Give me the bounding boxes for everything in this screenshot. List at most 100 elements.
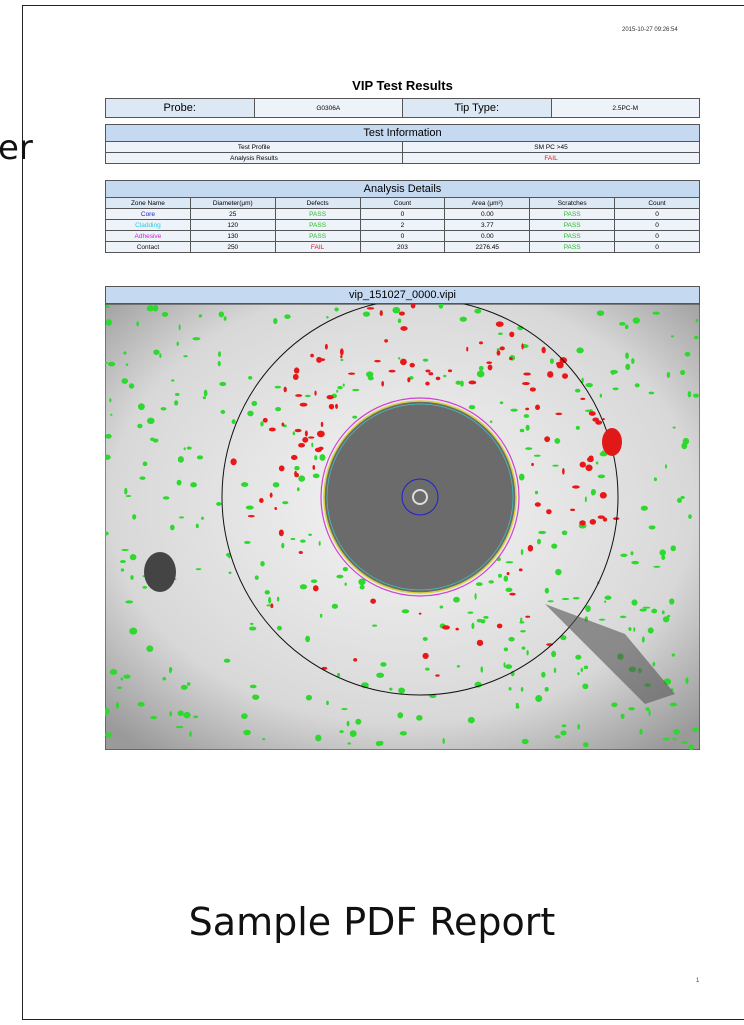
defect bbox=[397, 357, 401, 360]
defect bbox=[203, 389, 208, 397]
defect bbox=[487, 364, 493, 371]
defect bbox=[336, 672, 341, 678]
defect bbox=[634, 383, 640, 388]
defect bbox=[428, 372, 434, 376]
cell: Core bbox=[105, 208, 191, 220]
defect bbox=[499, 346, 505, 351]
defect bbox=[579, 461, 586, 468]
defect bbox=[248, 375, 253, 380]
defect bbox=[315, 734, 322, 742]
defect bbox=[335, 403, 339, 409]
defect bbox=[580, 397, 586, 401]
defect bbox=[400, 326, 408, 331]
defect bbox=[525, 447, 533, 451]
defect bbox=[519, 428, 525, 433]
defect bbox=[281, 542, 285, 549]
defect bbox=[439, 605, 444, 609]
defect bbox=[105, 433, 112, 439]
defect bbox=[641, 636, 645, 643]
defect bbox=[362, 311, 371, 317]
column-header: Count bbox=[614, 197, 700, 209]
defect bbox=[503, 575, 509, 582]
defect bbox=[366, 371, 374, 378]
defect bbox=[671, 653, 675, 657]
defect bbox=[249, 626, 257, 631]
defect bbox=[254, 575, 259, 580]
defect bbox=[316, 356, 323, 363]
defect bbox=[422, 637, 428, 641]
defect bbox=[259, 497, 264, 504]
tip-label: Tip Type: bbox=[402, 98, 552, 118]
defect bbox=[275, 407, 282, 412]
defect bbox=[307, 436, 315, 439]
defect bbox=[475, 582, 483, 586]
defect bbox=[326, 316, 329, 319]
analysis-table: Analysis Details Zone Name Diameter(µm) De… bbox=[105, 180, 700, 253]
defect bbox=[340, 358, 344, 362]
defect bbox=[160, 407, 167, 411]
defect bbox=[220, 409, 226, 415]
defect bbox=[673, 729, 681, 735]
defect bbox=[466, 346, 469, 352]
defect bbox=[334, 307, 339, 312]
defect bbox=[483, 615, 489, 619]
defect bbox=[480, 666, 484, 673]
tip-value: 2.5PC-M bbox=[550, 98, 700, 118]
defect bbox=[639, 728, 643, 735]
defect bbox=[648, 391, 655, 395]
defect bbox=[284, 314, 291, 319]
defect bbox=[136, 321, 139, 327]
defect bbox=[399, 731, 408, 736]
defect bbox=[312, 473, 320, 479]
defect bbox=[551, 650, 557, 658]
defect bbox=[120, 568, 125, 572]
defect bbox=[529, 387, 536, 392]
defect bbox=[447, 369, 453, 373]
defect bbox=[169, 711, 173, 717]
defect bbox=[498, 332, 503, 336]
defect bbox=[612, 517, 620, 520]
defect bbox=[241, 713, 248, 720]
defect bbox=[314, 390, 317, 396]
defect bbox=[555, 361, 564, 366]
defect bbox=[468, 380, 477, 385]
cell: Analysis Results bbox=[105, 152, 403, 164]
defect bbox=[316, 430, 325, 438]
defect bbox=[672, 426, 676, 429]
defect bbox=[231, 419, 236, 425]
defect bbox=[302, 436, 309, 443]
defect bbox=[664, 464, 667, 469]
defect bbox=[425, 369, 431, 373]
defect bbox=[346, 720, 350, 727]
defect bbox=[278, 529, 284, 537]
defect bbox=[521, 382, 530, 386]
defect bbox=[244, 540, 251, 544]
defect bbox=[546, 509, 552, 515]
defect bbox=[418, 612, 422, 615]
defect bbox=[652, 311, 660, 315]
defect bbox=[610, 371, 615, 375]
defect bbox=[659, 549, 666, 556]
defect bbox=[653, 565, 661, 568]
defect bbox=[526, 649, 529, 656]
defect bbox=[695, 318, 699, 323]
defect bbox=[661, 610, 665, 615]
defect bbox=[121, 378, 129, 384]
defect bbox=[295, 394, 303, 397]
defect bbox=[299, 402, 308, 407]
defect bbox=[523, 372, 531, 376]
defect bbox=[353, 658, 358, 662]
defect bbox=[435, 674, 440, 677]
column-header: Scratches bbox=[529, 197, 616, 209]
defect bbox=[574, 388, 581, 393]
cell: PASS bbox=[274, 230, 361, 242]
defect bbox=[223, 658, 231, 663]
defect bbox=[375, 740, 382, 747]
defect bbox=[561, 724, 567, 728]
cell: PASS bbox=[274, 208, 361, 220]
defect bbox=[508, 687, 512, 691]
defect bbox=[410, 304, 416, 309]
page-number: 1 bbox=[696, 978, 700, 984]
defect bbox=[274, 506, 278, 510]
defect bbox=[352, 388, 360, 392]
